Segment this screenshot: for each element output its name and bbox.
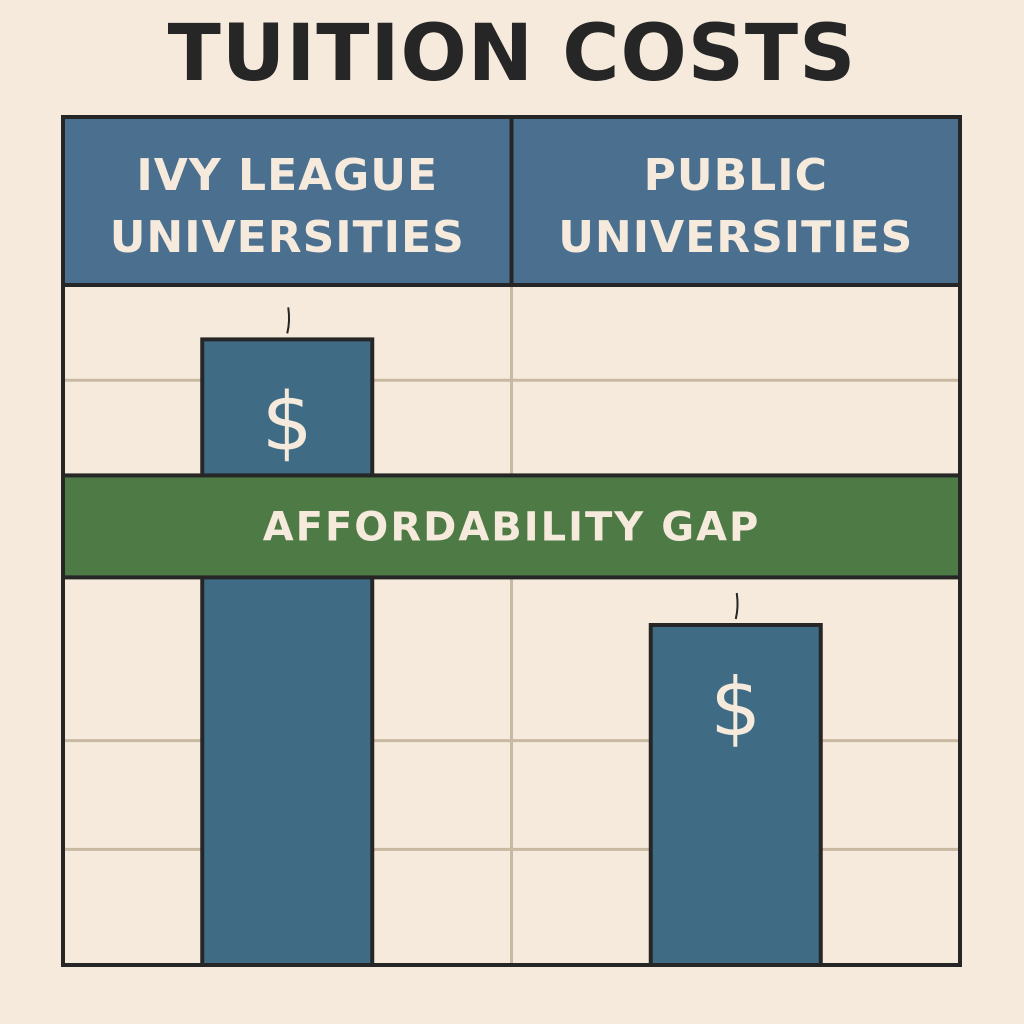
- category-label-1-line-2: UNIVERSITIES: [110, 212, 465, 263]
- bar-tick-mark-1: [286, 307, 291, 334]
- chart-frame: [61, 115, 962, 967]
- category-label-2-line-1: PUBLIC: [644, 150, 828, 201]
- affordability-gap-label: AFFORDABILITY GAP: [263, 504, 761, 550]
- bar-tick-mark-2: [734, 592, 739, 620]
- category-header-row: IVY LEAGUE UNIVERSITIES PUBLIC UNIVERSITIES: [61, 115, 962, 287]
- bar-symbol-1: $: [262, 375, 313, 468]
- category-header-2: [509, 115, 962, 287]
- category-label-2-line-2: UNIVERSITIES: [558, 212, 913, 263]
- annotation-layer: AFFORDABILITY GAP: [61, 473, 962, 580]
- category-label-1-line-1: IVY LEAGUE: [136, 150, 438, 201]
- chart-title: TUITION COSTS: [167, 9, 857, 99]
- bar-2: [648, 623, 823, 967]
- bar-symbol-2: $: [710, 661, 761, 754]
